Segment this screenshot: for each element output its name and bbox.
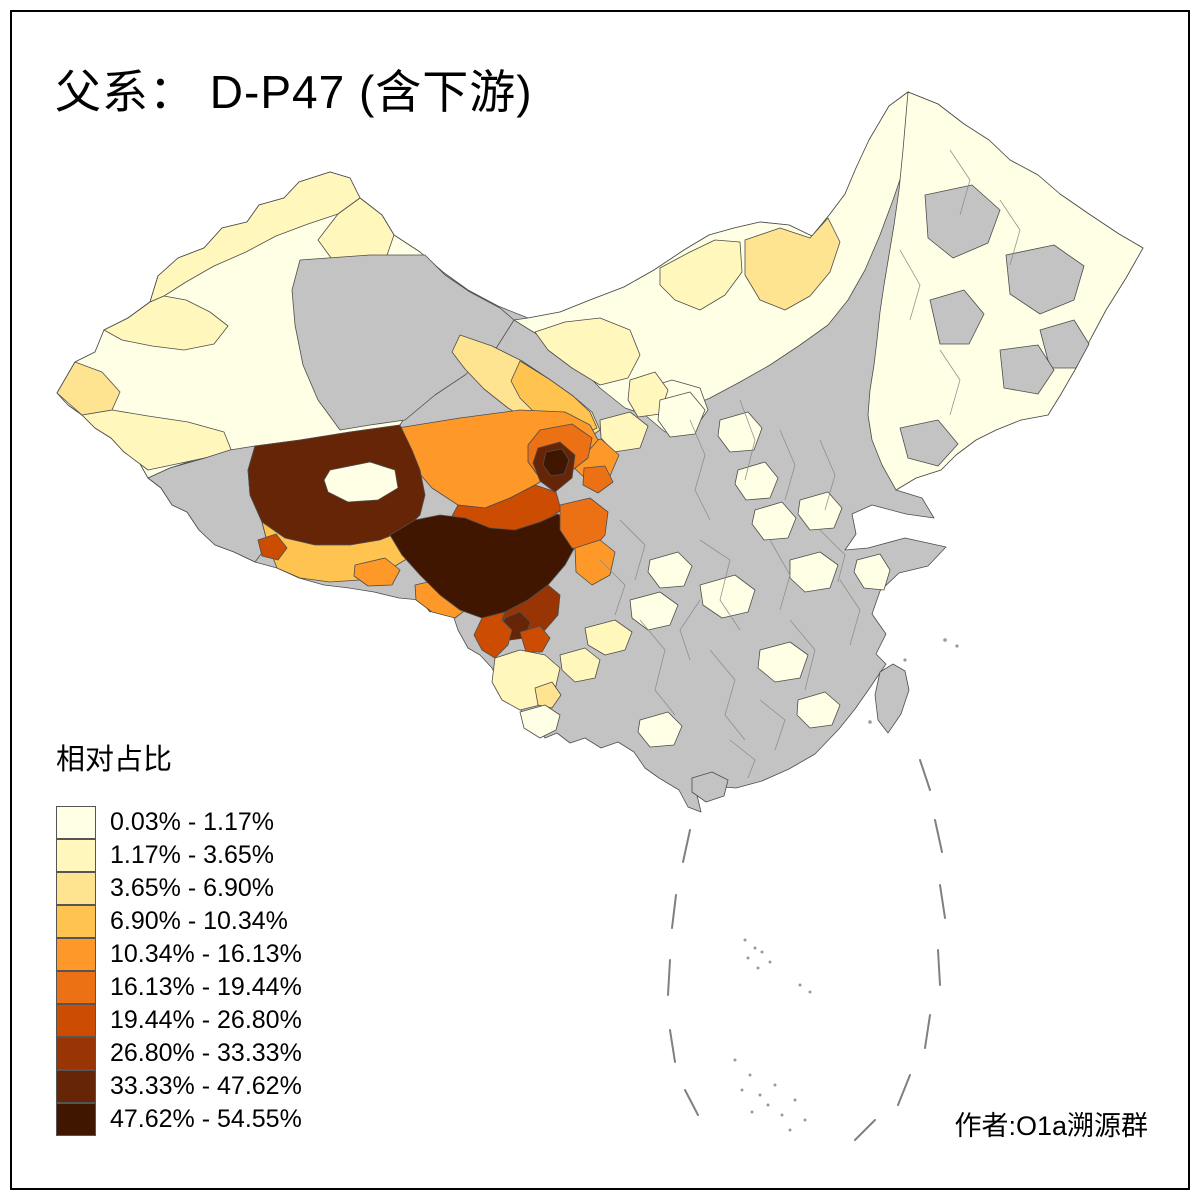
legend-swatch-2 <box>56 872 96 905</box>
region-chongqing-patch <box>647 551 693 589</box>
legend-label-0: 0.03% - 1.17% <box>110 808 274 836</box>
region-tibet-lhasa <box>353 557 401 587</box>
legend-swatch-4 <box>56 938 96 971</box>
region-sichuan-panzhihua <box>519 625 551 653</box>
legend: 相对占比 0.03% - 1.17% 1.17% - 3.65% 3.65% -… <box>56 742 302 1136</box>
region-xinjiang-east-nodata <box>291 254 515 431</box>
region-sichuan-yaan <box>574 539 616 586</box>
legend-label-2: 3.65% - 6.90% <box>110 874 274 902</box>
region-anhui-patch <box>789 551 839 593</box>
region-northeast-nodata-4 <box>929 289 985 345</box>
region-jiangsu-patch <box>853 553 891 591</box>
region-shaanxi-north <box>657 391 706 438</box>
region-shanxi-patch-1 <box>717 411 763 453</box>
region-tibet-interior-light <box>323 461 399 503</box>
region-xinjiang-ili <box>103 295 229 351</box>
region-inner-mongolia-east <box>744 217 841 311</box>
legend-row-2: 3.65% - 6.90% <box>56 872 302 905</box>
region-northeast-nodata-5 <box>999 344 1055 395</box>
legend-label-1: 1.17% - 3.65% <box>110 841 274 869</box>
region-taiwan <box>874 663 910 734</box>
legend-label-7: 26.80% - 33.33% <box>110 1039 302 1067</box>
region-guangxi-patch <box>637 711 683 748</box>
legend-swatch-3 <box>56 905 96 938</box>
legend-row-5: 16.13% - 19.44% <box>56 971 302 1004</box>
region-yunnan-northwest <box>473 611 513 659</box>
legend-swatch-7 <box>56 1037 96 1070</box>
legend-row-9: 47.62% - 54.55% <box>56 1103 302 1136</box>
region-inner-mongolia-west <box>534 317 641 386</box>
region-jiangxi-patch <box>757 641 809 683</box>
legend-label-9: 47.62% - 54.55% <box>110 1105 302 1133</box>
legend-label-8: 33.33% - 47.62% <box>110 1072 302 1100</box>
legend-swatch-9 <box>56 1103 96 1136</box>
region-northeast-nodata-2 <box>1005 244 1085 315</box>
legend-rows: 0.03% - 1.17% 1.17% - 3.65% 3.65% - 6.90… <box>56 806 302 1136</box>
legend-label-3: 6.90% - 10.34% <box>110 907 288 935</box>
region-yunnan-south <box>519 704 561 739</box>
page-title: 父系： D-P47 (含下游) <box>55 66 533 118</box>
region-xinjiang-north <box>149 171 361 303</box>
legend-row-0: 0.03% - 1.17% <box>56 806 302 839</box>
prefecture-borders <box>599 149 1021 779</box>
legend-label-5: 16.13% - 19.44% <box>110 973 302 1001</box>
nine-dash-line <box>667 759 946 1141</box>
region-hainan <box>691 771 729 803</box>
region-yunnan-east <box>559 647 601 683</box>
legend-title: 相对占比 <box>56 744 173 776</box>
author-credit: 作者:O1a溯源群 <box>954 1111 1148 1141</box>
region-inner-mongolia-central <box>659 239 743 311</box>
region-gansu-east <box>599 411 649 453</box>
legend-swatch-8 <box>56 1070 96 1103</box>
legend-swatch-5 <box>56 971 96 1004</box>
legend-label-6: 19.44% - 26.80% <box>110 1006 302 1034</box>
region-guizhou-patch <box>629 591 679 631</box>
legend-swatch-0 <box>56 806 96 839</box>
legend-row-8: 33.33% - 47.62% <box>56 1070 302 1103</box>
region-tibet-east-peak <box>389 513 577 619</box>
region-hubei-patch <box>699 574 756 619</box>
legend-row-4: 10.34% - 16.13% <box>56 938 302 971</box>
legend-row-3: 6.90% - 10.34% <box>56 905 302 938</box>
region-northeast <box>867 91 1144 491</box>
region-shanxi-patch-2 <box>734 461 779 501</box>
legend-row-7: 26.80% - 33.33% <box>56 1037 302 1070</box>
legend-label-4: 10.34% - 16.13% <box>110 940 302 968</box>
region-liaoning-nodata <box>899 419 959 467</box>
island-dots <box>733 638 959 1132</box>
legend-row-6: 19.44% - 26.80% <box>56 1004 302 1037</box>
region-xinjiang-west <box>56 361 121 416</box>
region-northeast-nodata-1 <box>924 184 1001 259</box>
region-guizhou-west <box>584 619 633 656</box>
region-shandong-patch <box>797 491 843 531</box>
region-fujian-patch <box>796 691 841 729</box>
legend-swatch-6 <box>56 1004 96 1037</box>
region-henan-patch <box>751 501 797 541</box>
legend-swatch-1 <box>56 839 96 872</box>
region-gannan-core <box>582 465 614 494</box>
legend-row-1: 1.17% - 3.65% <box>56 839 302 872</box>
region-qinghai-peak-core <box>542 448 570 477</box>
region-tibet-south-spot <box>257 533 288 561</box>
region-yunnan-central-spot <box>534 681 562 709</box>
